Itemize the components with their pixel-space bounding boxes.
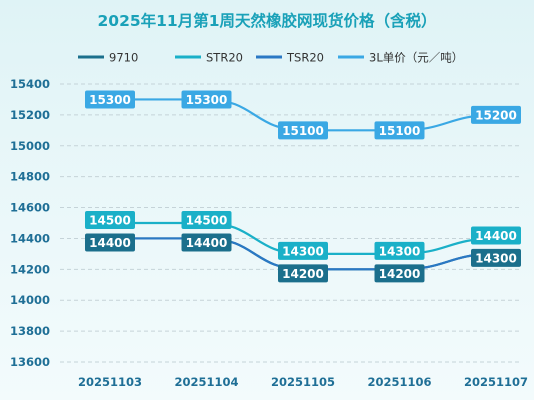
y-tick-label: 15400 — [10, 77, 50, 91]
data-label-box — [471, 248, 521, 267]
data-label-box — [85, 211, 135, 229]
data-label: 15300 — [85, 90, 135, 109]
data-label: 14500 — [85, 211, 135, 229]
data-label-box — [374, 121, 425, 140]
y-tick-label: 15200 — [10, 108, 50, 122]
y-tick-label: 15000 — [10, 139, 50, 153]
data-label-box — [374, 241, 425, 260]
x-axis: 20251103 20251104 20251105 20251106 20251107 — [78, 375, 528, 389]
data-label-box — [278, 121, 328, 140]
data-label: 15100 — [278, 121, 328, 140]
y-tick-label: 14000 — [10, 293, 50, 307]
data-label-box — [85, 233, 135, 252]
data-label: 15100 — [374, 121, 425, 140]
data-label-box — [181, 211, 232, 229]
data-label-text: 14200 — [282, 267, 324, 281]
data-label-text: 15100 — [379, 124, 421, 138]
data-label-text: 14400 — [186, 236, 228, 250]
data-label: 14400 — [85, 233, 135, 252]
data-label-text: 14500 — [89, 214, 131, 228]
y-tick-label: 13800 — [10, 324, 50, 338]
grid — [60, 83, 522, 363]
data-labels: 15300 15300 15100 15100 15200 14500 14500 14300… — [85, 90, 521, 283]
data-label: 14300 — [278, 241, 328, 260]
y-axis: 13600 13800 14000 14200 14400 14600 14800 15000… — [10, 77, 50, 369]
x-tick-label: 20251103 — [78, 375, 142, 389]
x-tick-label: 20251107 — [464, 375, 528, 389]
data-label: 15200 — [471, 105, 521, 124]
y-tick-label: 14200 — [10, 262, 50, 276]
data-label-text: 14400 — [89, 236, 131, 250]
y-tick-label: 14800 — [10, 170, 50, 184]
data-label-box — [471, 105, 521, 124]
data-label-box — [278, 264, 328, 283]
y-tick-label: 14400 — [10, 231, 50, 245]
legend-label: 9710 — [109, 51, 138, 65]
data-label: 14300 — [374, 241, 425, 260]
data-label-text: 14300 — [379, 244, 421, 258]
data-label-text: 15300 — [186, 93, 228, 107]
legend: 9710 STR20 TSR20 3L单价（元／吨） — [78, 51, 463, 65]
data-label-text: 15200 — [475, 108, 517, 122]
chart-title: 2025年11月第1周天然橡胶网现货价格（含税） — [98, 11, 437, 30]
data-label-box — [471, 226, 521, 245]
data-label-box — [85, 90, 135, 109]
data-label-box — [374, 264, 425, 283]
data-label: 14200 — [278, 264, 328, 283]
data-label: 14500 — [181, 211, 232, 229]
data-label-text: 14200 — [379, 267, 421, 281]
data-label-box — [181, 233, 232, 252]
data-label-text: 15100 — [282, 124, 324, 138]
data-label: 14400 — [471, 226, 521, 245]
data-label-text: 15300 — [89, 93, 131, 107]
data-label-text: 14400 — [475, 229, 517, 243]
legend-label: 3L单价（元／吨） — [369, 51, 463, 65]
x-tick-label: 20251105 — [271, 375, 335, 389]
x-tick-label: 20251104 — [174, 375, 238, 389]
data-label-text: 14500 — [186, 214, 228, 228]
x-tick-label: 20251106 — [367, 375, 431, 389]
data-label-text: 14300 — [282, 244, 324, 258]
data-label: 14300 — [471, 248, 521, 267]
data-label-text: 14300 — [475, 251, 517, 265]
y-tick-label: 14600 — [10, 201, 50, 215]
data-label-box — [181, 90, 232, 109]
legend-label: STR20 — [206, 51, 243, 65]
data-label: 14200 — [374, 264, 425, 283]
data-label-box — [278, 241, 328, 260]
y-tick-label: 13600 — [10, 355, 50, 369]
legend-label: TSR20 — [286, 51, 324, 65]
data-label: 14400 — [181, 233, 232, 252]
data-label: 15300 — [181, 90, 232, 109]
